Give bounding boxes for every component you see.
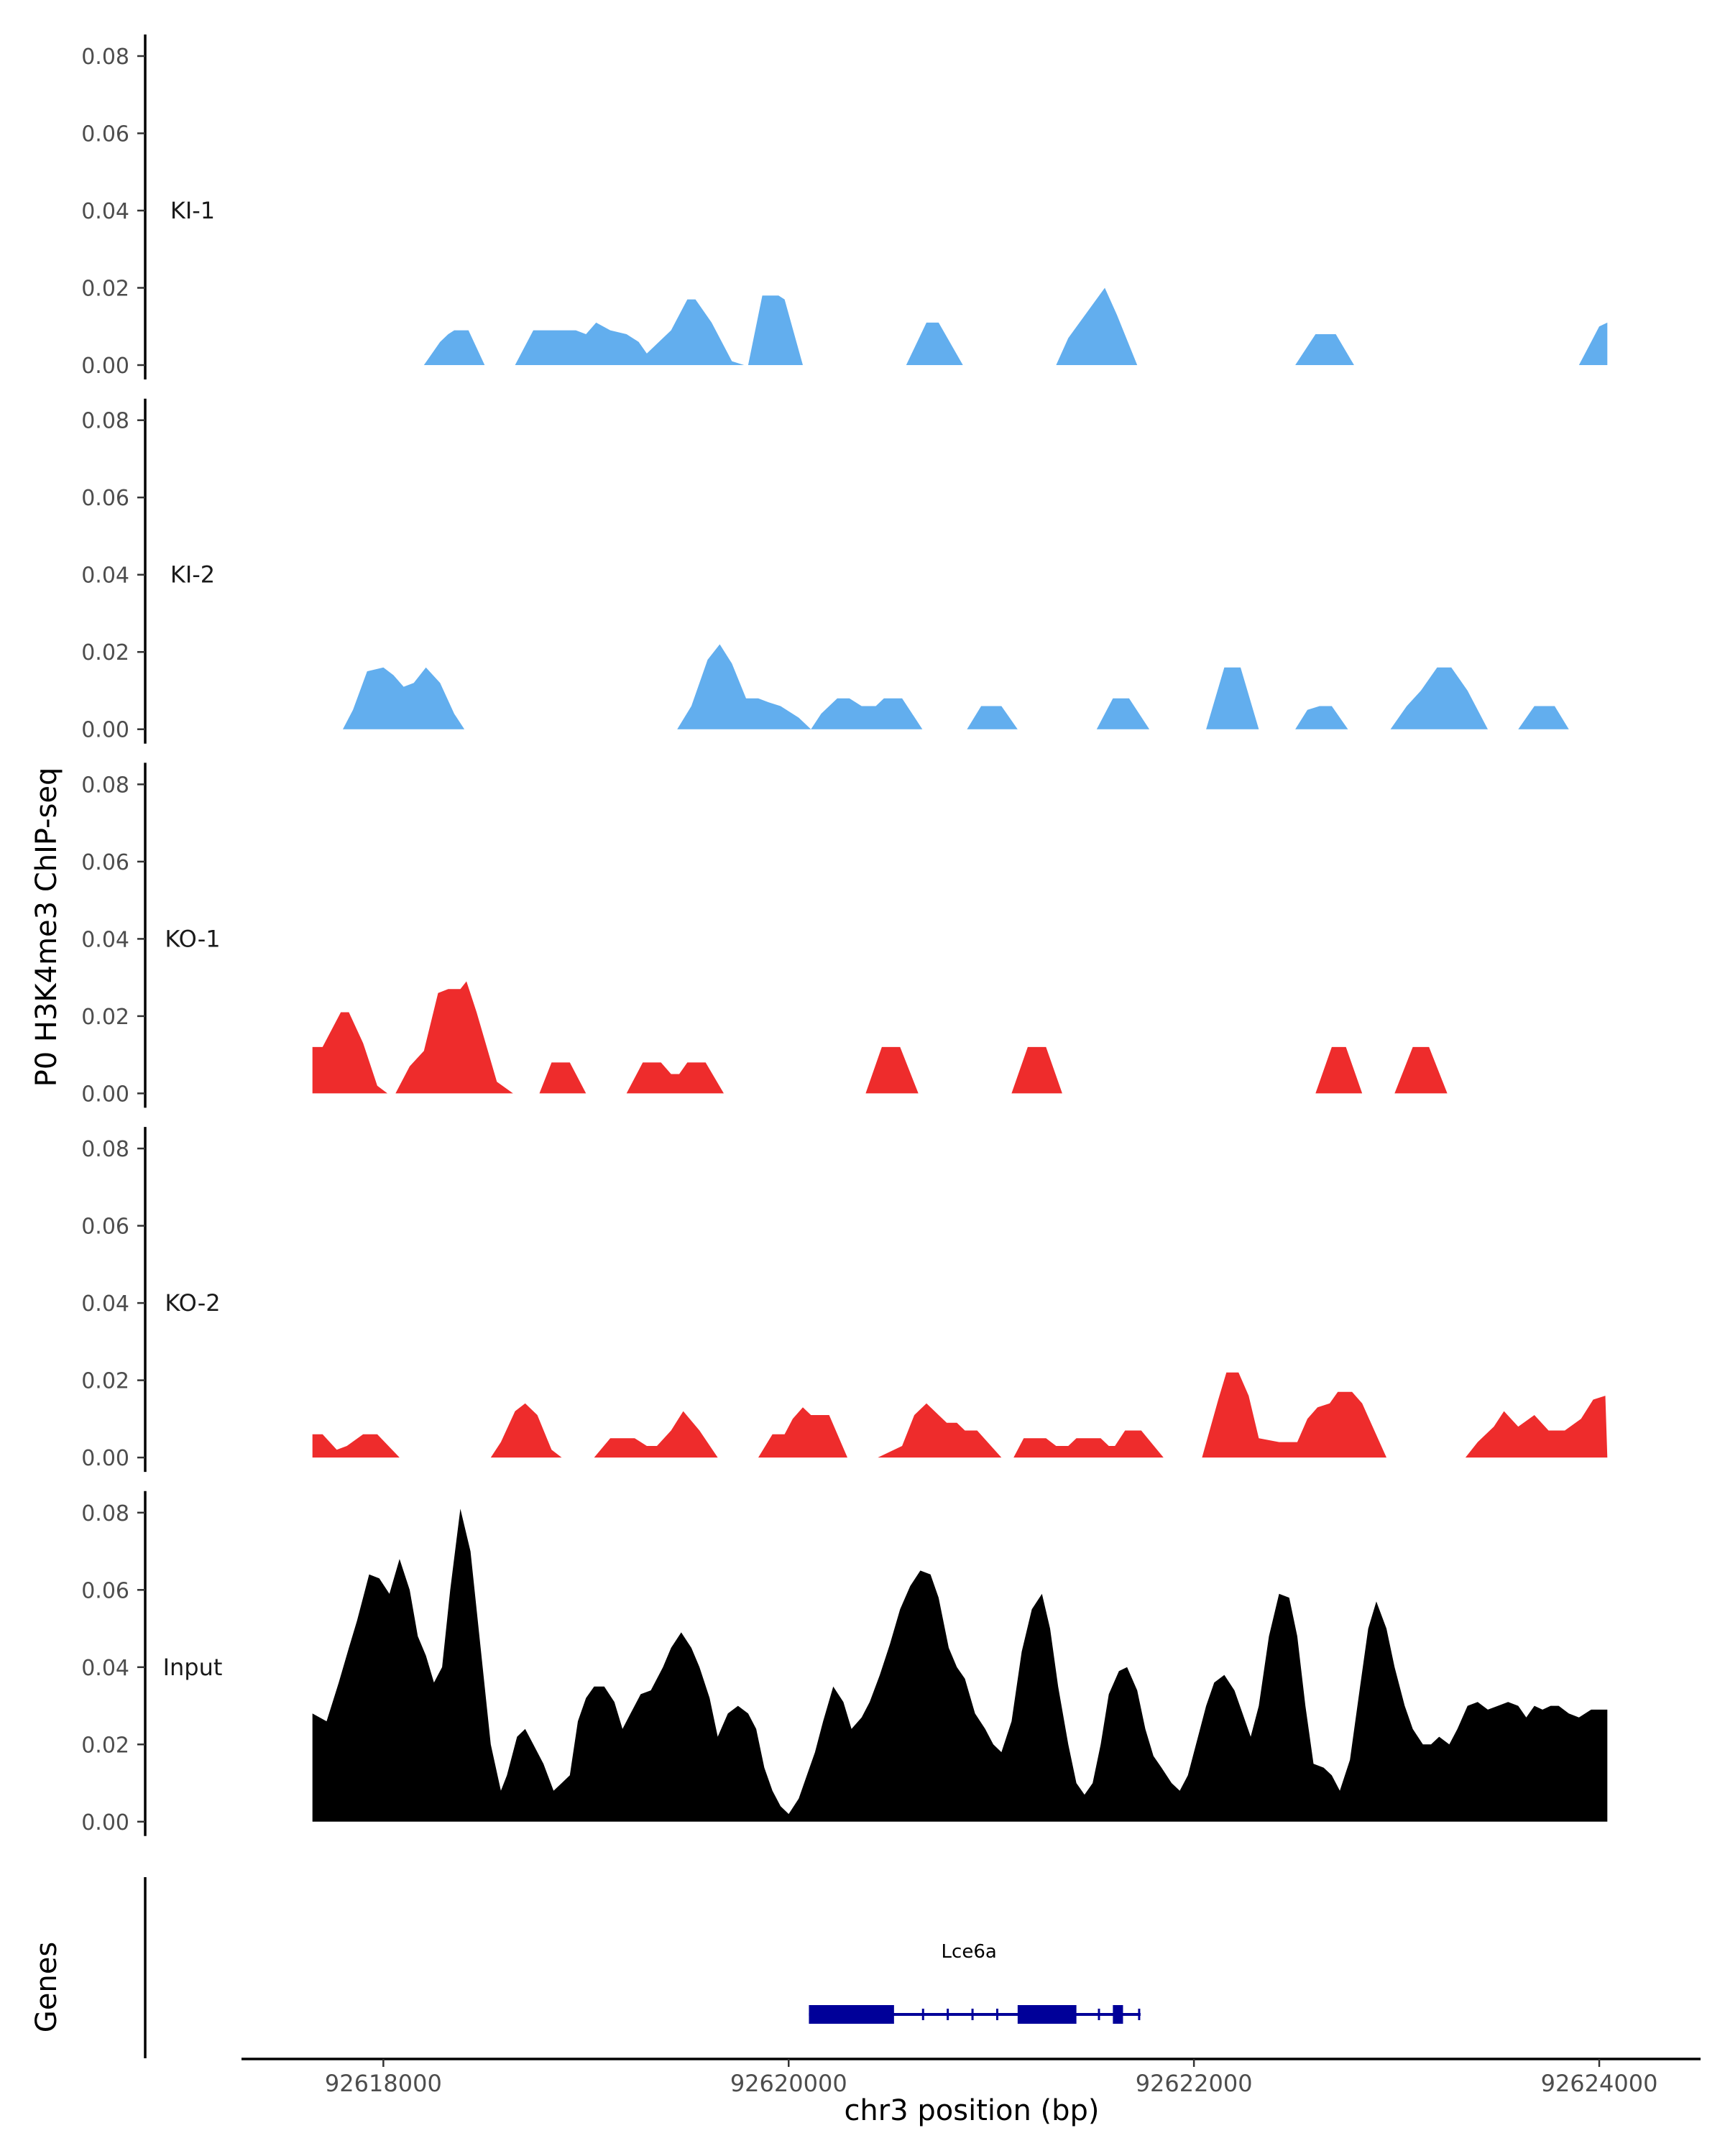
y-tick-label: 0.02 xyxy=(81,1733,129,1758)
y-tick-label: 0.08 xyxy=(81,45,129,70)
track-ki-1: 0.00 0.02 0.04 0.06 0.08 KI-1 xyxy=(81,34,1608,379)
y-tick-label: 0.00 xyxy=(81,354,129,379)
y-tick-label: 0.04 xyxy=(81,1291,129,1317)
tracks-layer: 0.00 0.02 0.04 0.06 0.08 KI-1 0.00 0.02 0.04 0.06… xyxy=(81,34,1608,1836)
gene-exon xyxy=(1017,2005,1077,2024)
y-tick-label: 0.04 xyxy=(81,563,129,589)
genes-layer: Lce6a xyxy=(144,1877,1141,2058)
y-tick-label: 0.04 xyxy=(81,1656,129,1681)
track-label: KI-2 xyxy=(170,561,215,589)
y-tick-label: 0.02 xyxy=(81,1369,129,1394)
x-tick-label: 92624000 xyxy=(1541,2070,1658,2097)
y-tick-label: 0.06 xyxy=(81,122,129,147)
x-tick-label: 92620000 xyxy=(730,2070,847,2097)
y-tick-label: 0.00 xyxy=(81,1810,129,1835)
signal-area-input xyxy=(312,1508,1608,1822)
y-tick-label: 0.08 xyxy=(81,1137,129,1162)
y-tick-label: 0.04 xyxy=(81,199,129,224)
y-tick-label: 0.00 xyxy=(81,1446,129,1471)
genes-track-label: Genes xyxy=(30,1942,63,2032)
x-axis-title: chr3 position (bp) xyxy=(844,2094,1099,2127)
y-tick-label: 0.08 xyxy=(81,1501,129,1526)
y-axis-title: P0 H3K4me3 ChIP-seq xyxy=(30,768,63,1087)
track-label: KO-1 xyxy=(165,925,220,952)
y-tick-label: 0.08 xyxy=(81,409,129,434)
x-axis: 92618000 92620000 92622000 92624000 xyxy=(242,2058,1701,2097)
track-ko-2: 0.00 0.02 0.04 0.06 0.08 KO-2 xyxy=(81,1127,1608,1473)
track-label: KI-1 xyxy=(170,197,215,224)
y-tick-label: 0.04 xyxy=(81,927,129,952)
x-tick-label: 92622000 xyxy=(1136,2070,1253,2097)
track-label: Input xyxy=(163,1654,223,1681)
y-tick-label: 0.00 xyxy=(81,718,129,743)
track-label: KO-2 xyxy=(165,1289,220,1317)
y-tick-label: 0.02 xyxy=(81,640,129,665)
y-tick-label: 0.06 xyxy=(81,1578,129,1603)
track-input: 0.00 0.02 0.04 0.06 0.08 Input xyxy=(81,1491,1608,1836)
signal-area-ko-1 xyxy=(312,981,1448,1094)
track-ko-1: 0.00 0.02 0.04 0.06 0.08 KO-1 xyxy=(81,763,1448,1108)
signal-area-ki-2 xyxy=(343,644,1569,729)
y-tick-label: 0.06 xyxy=(81,1215,129,1240)
x-tick-label: 92618000 xyxy=(325,2070,442,2097)
y-tick-label: 0.06 xyxy=(81,486,129,511)
signal-area-ko-2 xyxy=(312,1372,1608,1458)
y-tick-label: 0.02 xyxy=(81,1005,129,1030)
gene-lce6a: Lce6a xyxy=(809,1941,1141,2024)
y-tick-label: 0.06 xyxy=(81,850,129,875)
y-tick-label: 0.08 xyxy=(81,773,129,798)
gene-exon xyxy=(809,2005,894,2024)
track-ki-2: 0.00 0.02 0.04 0.06 0.08 KI-2 xyxy=(81,398,1569,744)
gene-label: Lce6a xyxy=(942,1941,997,1963)
y-tick-label: 0.00 xyxy=(81,1082,129,1107)
gene-exon xyxy=(1113,2005,1123,2024)
signal-area-ki-1 xyxy=(423,287,1608,365)
y-tick-label: 0.02 xyxy=(81,277,129,302)
